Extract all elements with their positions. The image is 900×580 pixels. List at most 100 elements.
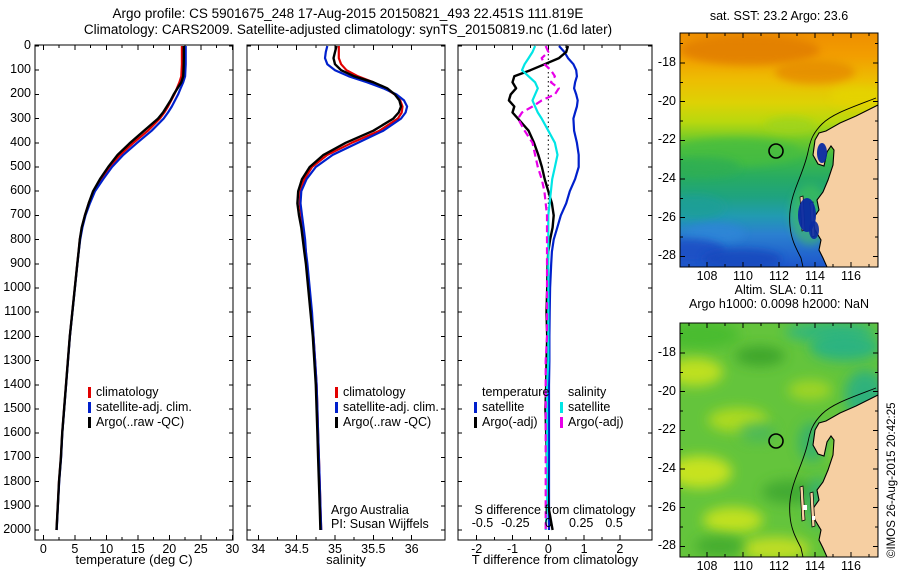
legend-color-chip xyxy=(474,402,477,413)
map-latitude-tick-label: -18 xyxy=(657,344,676,359)
depth-tick-label: 1200 xyxy=(3,328,31,343)
profile-curve-temperature-satellite xyxy=(547,45,580,530)
map-longitude-tick-label: 108 xyxy=(696,269,718,283)
map-longitude-tick-label: 116 xyxy=(841,559,861,573)
depth-tick-label: 1000 xyxy=(3,280,31,294)
temperature-curves xyxy=(55,46,187,531)
map-latitude-tick-label: -20 xyxy=(657,383,676,398)
salinity-legend-item: climatology xyxy=(335,385,439,400)
depth-tick-label: 0 xyxy=(24,38,31,52)
temperature-legend-item: climatology xyxy=(88,385,192,400)
legend-color-chip xyxy=(560,402,563,413)
coast-speck xyxy=(812,516,815,520)
salinity-x-tick-label: 34.5 xyxy=(284,542,309,556)
salinity-legend-item: satellite-adj. clim. xyxy=(335,400,439,415)
sst-map xyxy=(680,33,878,267)
legend-color-chip xyxy=(88,417,91,428)
difference-curves xyxy=(507,45,580,531)
t-difference-axis-label: T difference from climatology xyxy=(471,552,639,567)
s-difference-tick-label: 0.25 xyxy=(569,516,594,530)
s-difference-axis-label: S difference from climatology xyxy=(474,503,636,517)
salinity-x-tick-label: 34 xyxy=(251,542,266,556)
figure-title-line2: Climatology: CARS2009. Satellite-adjuste… xyxy=(83,22,613,37)
map-longitude-tick-label: 112 xyxy=(769,269,789,283)
difference-panel-border xyxy=(457,44,653,541)
profile-curve-salinity-satellite xyxy=(520,45,559,531)
depth-tick-label: 1500 xyxy=(3,401,31,415)
exmouth-gulf-water xyxy=(817,143,827,163)
depth-tick-label: 700 xyxy=(10,207,31,222)
axis-ticks xyxy=(35,33,878,557)
legend-color-chip xyxy=(88,402,91,413)
depth-tick-label: 400 xyxy=(10,134,31,149)
legend-color-chip xyxy=(335,417,338,428)
legend-label: satellite xyxy=(482,400,525,414)
depth-tick-label: 1300 xyxy=(3,352,31,367)
depth-tick-label: 1900 xyxy=(3,497,31,512)
legend-label: satellite xyxy=(568,400,611,414)
float-location-marker xyxy=(768,433,784,449)
legend-color-chip xyxy=(474,417,477,428)
map-latitude-tick-label: -24 xyxy=(657,171,676,186)
temperature-x-tick-label: 10 xyxy=(99,542,114,556)
legend-color-chip xyxy=(560,417,563,428)
float-location-marker xyxy=(768,143,784,159)
map-longitude-tick-label: 110 xyxy=(733,559,753,573)
map-longitude-tick-label: 110 xyxy=(733,269,753,283)
coast-speck xyxy=(803,505,807,510)
map-latitude-tick-label: -20 xyxy=(657,93,676,108)
temperature-axis-label: temperature (deg C) xyxy=(75,552,193,567)
pi-note: PI: Susan Wijffels xyxy=(331,517,429,531)
map-longitude-tick-label: 114 xyxy=(805,269,825,283)
difference-legend-item: Argo(-adj) xyxy=(560,415,624,430)
temperature-x-tick-label: 30 xyxy=(225,542,240,556)
depth-tick-label: 1100 xyxy=(4,304,31,319)
legend-label: Argo(..raw -QC) xyxy=(96,415,185,429)
temperature-legend-item: satellite-adj. clim. xyxy=(88,400,192,415)
legend-color-chip xyxy=(335,387,338,398)
profile-curve-salinity-argo-adj- xyxy=(516,45,560,530)
map-longitude-tick-label: 108 xyxy=(696,559,718,573)
sla-map xyxy=(680,323,878,557)
t-difference-x-tick-label: 1 xyxy=(580,542,588,556)
s-difference-tick-label: -0.25 xyxy=(501,516,530,530)
profile-curve-argo-raw-qc- xyxy=(296,45,403,531)
difference-salinity-legend: salinity satellite Argo(-adj) xyxy=(560,385,624,430)
argo-australia-note: Argo Australia xyxy=(331,503,409,517)
legend-label: climatology xyxy=(343,385,406,399)
temperature-x-tick-label: 0 xyxy=(39,542,47,556)
difference-legend-item: Argo(-adj) xyxy=(474,415,549,430)
depth-tick-label: 100 xyxy=(10,62,31,77)
legend-header: temperature xyxy=(482,385,550,399)
map-latitude-tick-label: -18 xyxy=(657,54,676,69)
profile-curve-climatology xyxy=(298,46,404,531)
salinity-axis-label: salinity xyxy=(326,552,366,567)
imos-watermark: ©IMOS 26-Aug-2015 20:42:25 xyxy=(886,402,898,558)
depth-tick-label: 200 xyxy=(10,86,31,101)
s-difference-tick-label: 0 xyxy=(544,516,552,530)
depth-tick-label: 2000 xyxy=(3,522,31,536)
sla-map-title-line2: Argo h1000: 0.0098 h2000: NaN xyxy=(689,297,869,311)
temperature-legend: climatology satellite-adj. clim. Argo(..ra… xyxy=(88,385,192,430)
depth-tick-label: 1700 xyxy=(3,449,31,464)
legend-label: climatology xyxy=(96,385,159,399)
depth-tick-label: 500 xyxy=(10,159,31,173)
salinity-curves xyxy=(296,45,409,531)
difference-legend-item: satellite xyxy=(560,400,624,415)
map-latitude-tick-label: -28 xyxy=(657,248,676,263)
difference-legend-item: satellite xyxy=(474,400,549,415)
depth-tick-label: 1400 xyxy=(3,376,31,391)
salinity-x-tick-label: 36 xyxy=(404,542,419,556)
temperature-x-tick-label: 5 xyxy=(71,542,79,556)
sst-map-title: sat. SST: 23.2 Argo: 23.6 xyxy=(709,9,849,23)
map-latitude-tick-label: -26 xyxy=(657,209,676,224)
map-latitude-tick-label: -26 xyxy=(657,499,676,514)
figure-title-line1: Argo profile: CS 5901675_248 17-Aug-2015… xyxy=(112,6,584,21)
temperature-panel-border xyxy=(34,44,234,541)
profile-curve-temperature-argo-adj- xyxy=(507,45,570,531)
map-longitude-tick-label: 112 xyxy=(769,559,789,573)
legend-color-chip xyxy=(88,387,91,398)
salinity-panel-border xyxy=(246,44,446,541)
